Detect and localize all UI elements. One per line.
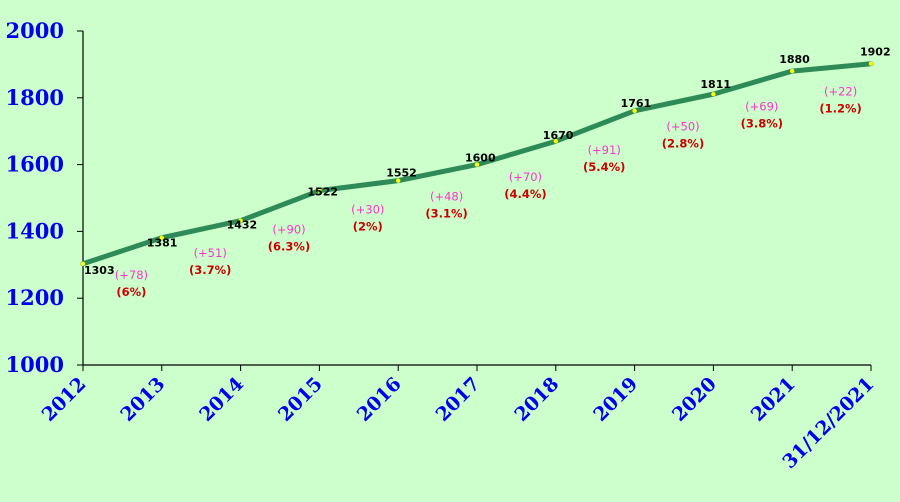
y-tick-label: 1400 xyxy=(6,218,64,243)
change-percent-label: (6.3%) xyxy=(268,240,310,254)
y-tick-label: 2000 xyxy=(6,18,64,43)
change-delta-label: (+90) xyxy=(272,223,305,237)
y-tick-label: 1000 xyxy=(6,352,64,377)
data-point xyxy=(632,108,637,114)
change-percent-label: (3.7%) xyxy=(189,263,231,277)
data-label: 1600 xyxy=(465,152,496,165)
change-percent-label: (5.4%) xyxy=(583,160,625,174)
data-point xyxy=(868,61,874,66)
x-tick-label: 2017 xyxy=(432,373,485,426)
y-tick-label: 1800 xyxy=(6,85,64,110)
change-delta-label: (+22) xyxy=(824,84,857,98)
x-tick-label: 2015 xyxy=(274,373,327,426)
x-tick-label: 2014 xyxy=(195,373,248,426)
data-point xyxy=(80,261,86,266)
change-percent-label: (6%) xyxy=(116,285,146,299)
data-point xyxy=(790,68,795,74)
data-point xyxy=(317,188,322,193)
x-tick-label: 2021 xyxy=(747,373,800,426)
change-delta-label: (+70) xyxy=(509,170,542,184)
data-label: 1432 xyxy=(227,219,258,232)
data-label: 1670 xyxy=(543,129,574,142)
x-tick-label: 2016 xyxy=(353,373,406,426)
change-percent-label: (3.8%) xyxy=(741,117,783,131)
data-label: 1381 xyxy=(147,237,178,250)
data-label: 1902 xyxy=(860,46,891,59)
change-delta-label: (+48) xyxy=(430,190,463,204)
data-label: 1522 xyxy=(307,186,338,199)
data-label: 1880 xyxy=(779,53,810,66)
data-point xyxy=(711,91,716,97)
data-point xyxy=(238,218,243,223)
change-percent-label: (2.8%) xyxy=(662,136,704,150)
change-percent-label: (3.1%) xyxy=(425,207,467,221)
change-percent-label: (4.4%) xyxy=(504,187,546,201)
x-tick-label: 2019 xyxy=(589,373,642,426)
data-label: 1303 xyxy=(84,264,115,277)
x-tick-label: 2020 xyxy=(668,373,721,426)
data-point xyxy=(396,178,401,183)
data-point xyxy=(159,235,164,240)
change-percent-label: (1.2%) xyxy=(819,101,861,115)
change-delta-label: (+50) xyxy=(666,119,699,133)
data-point xyxy=(553,139,558,144)
change-delta-label: (+91) xyxy=(588,143,621,157)
data-point xyxy=(474,162,480,167)
data-label: 1552 xyxy=(386,167,417,180)
change-delta-label: (+69) xyxy=(745,100,778,114)
y-tick-label: 1200 xyxy=(6,285,64,310)
change-delta-label: (+30) xyxy=(351,203,384,217)
x-tick-label: 2018 xyxy=(510,373,563,426)
change-delta-label: (+78) xyxy=(115,268,148,282)
change-delta-label: (+51) xyxy=(194,246,227,260)
data-label: 1761 xyxy=(621,97,652,110)
data-label: 1811 xyxy=(700,78,731,91)
change-percent-label: (2%) xyxy=(353,220,383,234)
x-tick-label: 2012 xyxy=(38,373,91,426)
y-tick-label: 1600 xyxy=(6,152,64,177)
x-tick-label: 2013 xyxy=(116,373,169,426)
